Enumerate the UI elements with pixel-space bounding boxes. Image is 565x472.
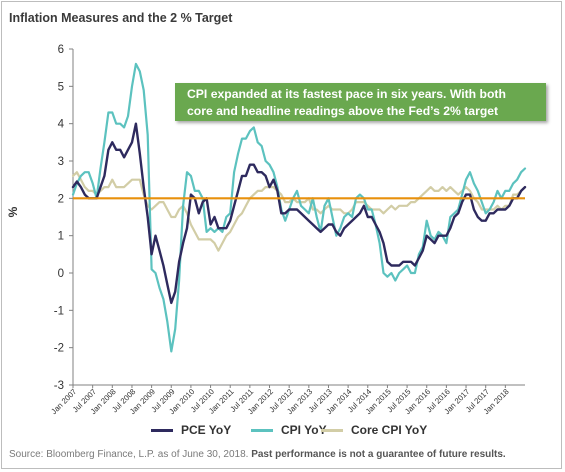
callout-line-1: CPI expanded at its fastest pace in six … [187, 87, 506, 101]
y-axis: 6 5 4 3 2 1 0 -1 -2 -3 [54, 44, 74, 392]
source-footnote: Source: Bloomberg Finance, L.P. as of Ju… [9, 449, 506, 460]
legend-label-cpi: CPI YoY [281, 423, 327, 437]
y-tick-label: 5 [58, 81, 64, 93]
callout-box: CPI expanded at its fastest pace in six … [175, 83, 546, 121]
chart-title: Inflation Measures and the 2 % Target [9, 11, 233, 25]
y-tick-label: 6 [58, 44, 64, 56]
y-tick-label: 4 [58, 119, 65, 131]
disclaimer-text: Past performance is not a guarantee of f… [251, 449, 506, 460]
legend-swatch-cpi [251, 428, 273, 432]
legend-item-cpi: CPI YoY [251, 423, 327, 437]
callout-line-2: core and headline readings above the Fed… [187, 104, 499, 118]
source-text: Source: Bloomberg Finance, L.P. as of Ju… [9, 449, 252, 460]
y-tick-label: -1 [54, 305, 64, 317]
y-axis-label: % [6, 206, 20, 217]
legend: PCE YoY CPI YoY Core CPI YoY [0, 423, 565, 443]
legend-swatch-core-cpi [321, 428, 343, 432]
legend-item-pce: PCE YoY [151, 423, 231, 437]
y-tick-label: -3 [54, 380, 64, 392]
legend-label-pce: PCE YoY [181, 423, 232, 437]
legend-swatch-pce [151, 428, 173, 432]
legend-label-core-cpi: Core CPI YoY [351, 423, 428, 437]
legend-item-core-cpi: Core CPI YoY [321, 423, 427, 437]
y-tick-label: 0 [58, 268, 64, 280]
series-line-pce [71, 122, 527, 305]
y-tick-label: -2 [54, 343, 64, 355]
y-tick-label: 2 [58, 193, 64, 205]
y-tick-label: 1 [58, 231, 64, 243]
y-tick-label: 3 [58, 156, 64, 168]
